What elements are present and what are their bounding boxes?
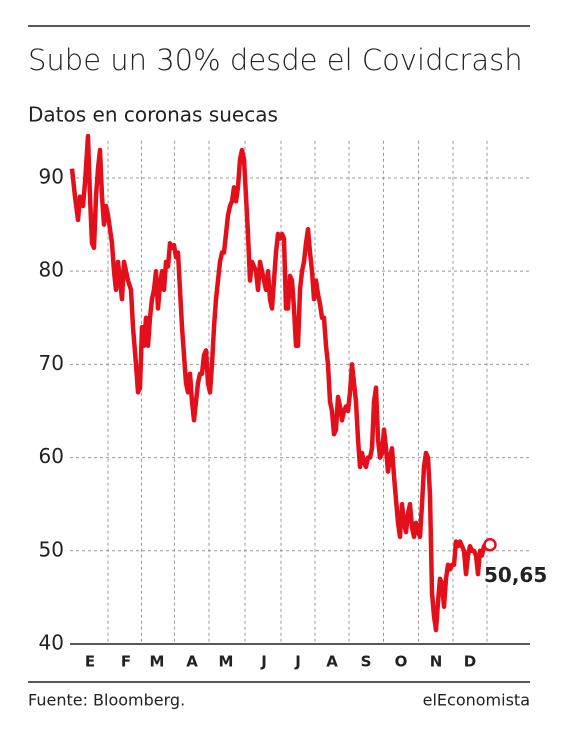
y-tick-label: 70 <box>39 351 64 375</box>
price-line <box>69 133 491 633</box>
y-tick-label: 90 <box>39 164 64 188</box>
x-tick-label: M <box>150 653 165 671</box>
chart-title: Sube un 30% desde el Covidcrash <box>28 43 523 77</box>
end-marker <box>483 537 497 552</box>
x-tick-label: J <box>260 653 267 671</box>
x-tick-label: A <box>186 653 198 671</box>
x-tick-label: E <box>85 653 95 671</box>
x-tick-label: J <box>294 653 301 671</box>
x-tick-label: M <box>219 653 234 671</box>
x-tick-label: A <box>326 653 338 671</box>
end-label: 50,65 <box>484 563 547 587</box>
y-tick-label: 40 <box>39 631 64 655</box>
x-tick-label: N <box>430 653 443 671</box>
x-tick-label: F <box>121 653 131 671</box>
x-tick-label: D <box>464 653 476 671</box>
y-tick-label: 60 <box>39 444 64 468</box>
x-tick-label: S <box>361 653 372 671</box>
chart-subtitle: Datos en coronas suecas <box>28 103 278 127</box>
x-tick-label: O <box>395 653 408 671</box>
source: Fuente: Bloomberg. <box>28 691 185 710</box>
y-tick-label: 50 <box>39 537 64 561</box>
brand: elEconomista <box>423 691 530 710</box>
y-tick-label: 80 <box>39 258 64 282</box>
